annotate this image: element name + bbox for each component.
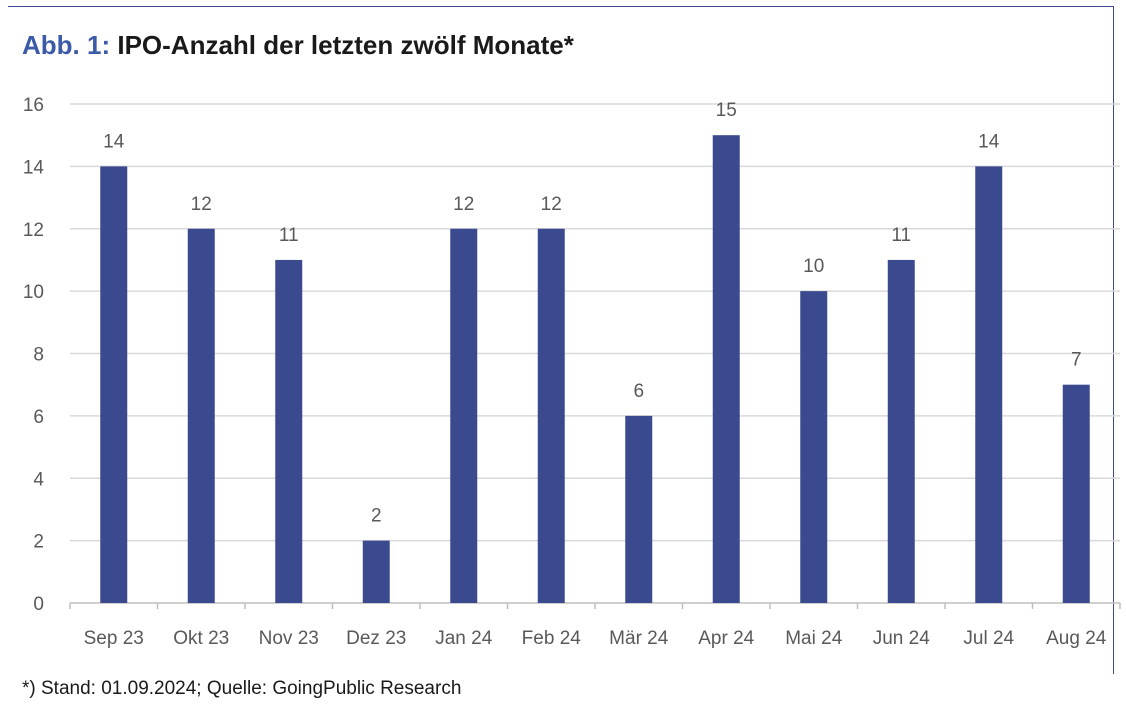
x-tick-label: Nov 23 [259,628,319,649]
y-tick-label: 10 [23,282,44,303]
x-tick-label: Aug 24 [1046,628,1107,649]
data-label: 12 [191,194,212,215]
figure-number: Abb. 1: [22,30,111,60]
bar [537,228,565,603]
data-label: 15 [716,100,737,121]
bar [275,259,303,603]
x-tick-label: Mär 24 [609,628,669,649]
frame-top-border [8,6,1114,7]
bar [187,228,215,603]
bar [887,259,915,603]
y-tick-label: 4 [33,469,44,490]
data-label: 10 [803,256,824,277]
bar [712,135,740,603]
data-label: 14 [103,131,125,152]
x-tick-label: Dez 23 [346,628,406,649]
bar [625,415,653,603]
data-label: 12 [453,194,474,215]
bar [362,540,390,603]
x-tick-label: Feb 24 [522,628,582,649]
data-label: 11 [279,225,299,246]
x-tick-label: Apr 24 [698,628,754,649]
data-label: 14 [978,131,1000,152]
x-tick-label: Jan 24 [435,628,492,649]
data-label: 12 [541,194,562,215]
y-tick-label: 2 [33,532,44,553]
x-tick-label: Mai 24 [785,628,842,649]
bar [100,166,128,603]
y-tick-label: 14 [23,157,45,178]
footnote: *) Stand: 01.09.2024; Quelle: GoingPubli… [22,678,462,699]
chart-title-text: IPO-Anzahl der letzten zwölf Monate* [117,30,574,60]
data-label: 11 [891,225,911,246]
data-label: 2 [371,506,382,527]
y-tick-label: 8 [33,345,44,366]
x-tick-label: Jun 24 [873,628,930,649]
x-tick-label: Jul 24 [963,628,1014,649]
bar [975,166,1003,603]
data-label: 7 [1071,350,1082,371]
bar [1062,384,1090,603]
bar [450,228,478,603]
chart-title: Abb. 1: IPO-Anzahl der letzten zwölf Mon… [22,30,574,61]
frame-right-border [1113,6,1114,674]
y-tick-label: 16 [23,95,44,116]
y-tick-label: 0 [33,594,44,615]
data-label: 6 [633,381,644,402]
x-tick-label: Sep 23 [84,628,144,649]
bar [800,291,828,603]
x-tick-label: Okt 23 [173,628,229,649]
y-tick-label: 6 [33,407,44,428]
y-tick-label: 12 [23,220,44,241]
